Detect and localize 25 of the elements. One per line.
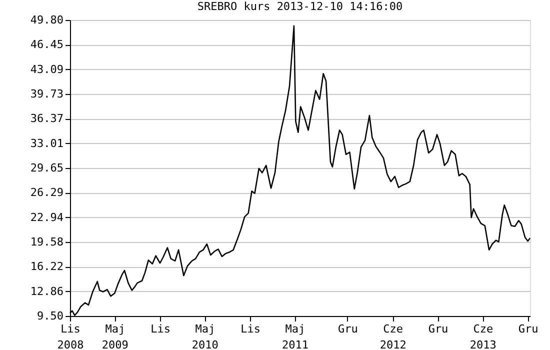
x-tick-label: Lis 2008 bbox=[57, 322, 84, 350]
y-tick-label: 39.73 bbox=[30, 87, 64, 100]
y-tick-label: 19.58 bbox=[30, 235, 64, 248]
x-tick-label: Gru bbox=[518, 322, 538, 336]
y-tick-label: 49.80 bbox=[30, 14, 64, 26]
y-tick-label: 29.65 bbox=[30, 162, 64, 174]
y-tick-label: 22.94 bbox=[30, 210, 64, 224]
x-tick-label: Gru bbox=[428, 322, 448, 336]
x-tick-label: Lis bbox=[150, 322, 170, 336]
x-tick-label: Gru bbox=[338, 322, 358, 336]
x-tick-label: Lis bbox=[240, 322, 260, 336]
x-tick-label: Cze 2012 bbox=[380, 322, 406, 350]
y-tick-label: 9.50 bbox=[37, 310, 64, 322]
x-tick-label: Maj 2010 bbox=[192, 322, 218, 350]
y-tick-label: 46.45 bbox=[30, 38, 64, 52]
x-tick-label: Maj 2009 bbox=[102, 322, 128, 350]
y-tick-label: 36.37 bbox=[30, 112, 64, 126]
chart-title: SREBRO kurs 2013-12-10 14:16:00 bbox=[197, 0, 403, 13]
y-tick-label: 12.86 bbox=[30, 284, 64, 298]
y-tick-label: 26.29 bbox=[30, 186, 64, 200]
x-tick-label: Maj 2011 bbox=[282, 322, 308, 350]
y-tick-label: 33.01 bbox=[30, 136, 64, 150]
x-tick-label: Cze 2013 bbox=[470, 322, 496, 350]
y-tick-label: 16.22 bbox=[30, 260, 64, 274]
y-tick-label: 43.09 bbox=[30, 62, 64, 76]
